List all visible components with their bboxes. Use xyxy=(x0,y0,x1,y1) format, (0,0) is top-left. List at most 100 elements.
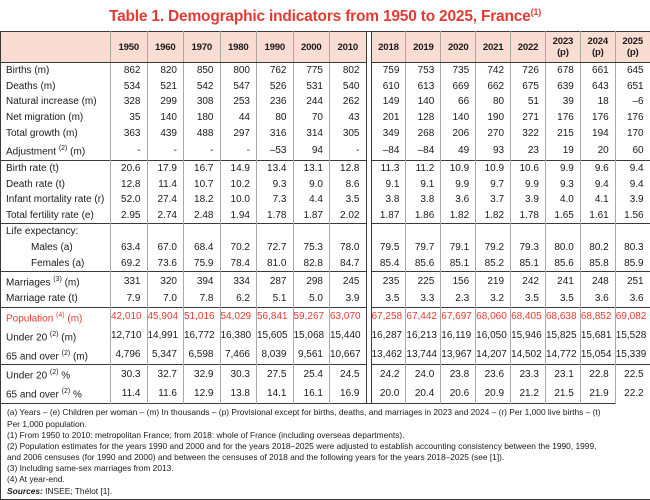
value-cell: 75.9 xyxy=(184,256,221,272)
value-cell: 10.6 xyxy=(511,161,546,177)
year-header: 1970 xyxy=(184,32,221,63)
value-cell: 10.9 xyxy=(476,161,511,177)
value-cell: 68,638 xyxy=(545,307,580,326)
value-cell: 11.4 xyxy=(111,384,148,403)
value-cell: 762 xyxy=(257,63,294,79)
row-label: Deaths (m) xyxy=(1,79,111,95)
value-cell: 70.2 xyxy=(220,240,257,256)
value-cell: 66 xyxy=(441,94,476,110)
value-cell: 42,010 xyxy=(111,307,148,326)
value-cell: –84 xyxy=(406,141,441,160)
footnote-line: (4) At year-end. xyxy=(7,474,609,485)
value-cell: 170 xyxy=(615,126,650,142)
value-cell: 43 xyxy=(330,110,367,126)
value-cell: 1.65 xyxy=(545,208,580,224)
value-cell xyxy=(184,224,221,240)
value-cell: 56,841 xyxy=(257,307,294,326)
value-cell: 16,050 xyxy=(476,327,511,346)
value-cell: 79.2 xyxy=(476,240,511,256)
value-cell: 2.74 xyxy=(147,208,184,224)
value-cell: 521 xyxy=(147,79,184,95)
value-cell: 52.0 xyxy=(111,192,148,208)
value-cell: 12,710 xyxy=(111,327,148,346)
sources-label: Sources: xyxy=(7,486,43,496)
row-label: Total fertility rate (e) xyxy=(1,208,111,224)
value-cell: 194 xyxy=(580,126,615,142)
value-cell xyxy=(371,224,406,240)
value-cell: 3.5 xyxy=(371,291,406,307)
value-cell: 531 xyxy=(293,79,330,95)
value-cell: 85.9 xyxy=(615,256,650,272)
value-cell: 149 xyxy=(371,94,406,110)
indicator-column-header xyxy=(1,32,111,63)
table-row: Life expectancy: xyxy=(1,224,650,240)
value-cell: 9.3 xyxy=(545,177,580,193)
value-cell: 610 xyxy=(371,79,406,95)
value-cell: 23.8 xyxy=(441,365,476,384)
value-cell: 17.9 xyxy=(147,161,184,177)
footnote-line: (2) Population estimates for the years 1… xyxy=(7,441,609,463)
value-cell xyxy=(580,224,615,240)
value-cell: 23.6 xyxy=(476,365,511,384)
value-cell: 7,466 xyxy=(220,346,257,365)
value-cell: 11.4 xyxy=(147,177,184,193)
value-cell: 215 xyxy=(545,126,580,142)
value-cell xyxy=(330,224,367,240)
value-cell xyxy=(111,224,148,240)
value-cell: 253 xyxy=(220,94,257,110)
value-cell: 16,772 xyxy=(184,327,221,346)
value-cell: - xyxy=(220,141,257,160)
value-cell: 540 xyxy=(330,79,367,95)
footnotes-cell: (a) Years – (e) Children per woman – (m)… xyxy=(1,404,616,499)
value-cell: 85.6 xyxy=(406,256,441,272)
row-label: Natural increase (m) xyxy=(1,94,111,110)
value-cell: 3.6 xyxy=(580,291,615,307)
year-header: 2023 (p) xyxy=(545,32,580,63)
value-cell: 63,070 xyxy=(330,307,367,326)
value-cell: 5.1 xyxy=(257,291,294,307)
value-cell: 68,852 xyxy=(580,307,615,326)
row-label: Life expectancy: xyxy=(1,224,111,240)
value-cell: 15,946 xyxy=(511,327,546,346)
value-cell: 80.3 xyxy=(615,240,650,256)
year-header: 2020 xyxy=(441,32,476,63)
value-cell: 1.78 xyxy=(511,208,546,224)
value-cell: 13.4 xyxy=(257,161,294,177)
year-header: 2022 xyxy=(511,32,546,63)
footnote-line: (1) From 1950 to 2010: metropolitan Fran… xyxy=(7,430,609,441)
value-cell: 140 xyxy=(406,94,441,110)
year-header: 2000 xyxy=(293,32,330,63)
value-cell: 3.9 xyxy=(615,192,650,208)
value-cell: 248 xyxy=(580,272,615,291)
value-cell: 669 xyxy=(441,79,476,95)
value-cell: 11.2 xyxy=(406,161,441,177)
value-cell: 225 xyxy=(406,272,441,291)
value-cell: 3.8 xyxy=(371,192,406,208)
value-cell: 7.3 xyxy=(257,192,294,208)
value-cell xyxy=(220,224,257,240)
value-cell: 18 xyxy=(580,94,615,110)
value-cell: 349 xyxy=(371,126,406,142)
value-cell: 59,267 xyxy=(293,307,330,326)
row-label: Under 20 (2) (m) xyxy=(1,327,111,346)
value-cell: 68.4 xyxy=(184,240,221,256)
row-label: Females (a) xyxy=(1,256,111,272)
value-cell: 308 xyxy=(184,94,221,110)
value-cell: 18.2 xyxy=(184,192,221,208)
value-cell: 3.9 xyxy=(511,192,546,208)
value-cell: 69.2 xyxy=(111,256,148,272)
value-cell: 81.0 xyxy=(257,256,294,272)
value-cell: 15,440 xyxy=(330,327,367,346)
value-cell: 16.7 xyxy=(184,161,221,177)
value-cell: 639 xyxy=(545,79,580,95)
row-label: Marriage rate (t) xyxy=(1,291,111,307)
value-cell: 3.6 xyxy=(441,192,476,208)
value-cell: 85.6 xyxy=(545,256,580,272)
value-cell: 13.1 xyxy=(293,161,330,177)
row-label: Infant mortality rate (r) xyxy=(1,192,111,208)
value-cell: 85.1 xyxy=(511,256,546,272)
value-cell: 331 xyxy=(111,272,148,291)
